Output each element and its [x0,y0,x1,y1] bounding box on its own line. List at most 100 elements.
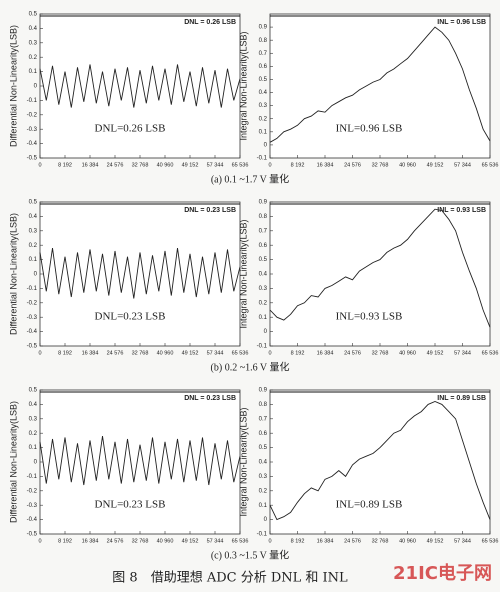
y-tick-label: 0.1 [29,257,38,263]
data-line [269,401,491,521]
y-tick-label: -0.3 [27,503,38,509]
y-tick-label: 0.6 [259,431,268,437]
y-tick-label: 0 [264,142,268,148]
x-tick-label: 16 384 [317,538,334,544]
data-line [39,64,241,108]
y-tick-label: 0.2 [29,243,38,249]
y-tick-label: -0.4 [27,329,38,335]
data-line [39,248,241,299]
x-tick-label: 40 960 [399,538,416,544]
x-tick-label: 32 768 [372,538,389,544]
y-tick-label: 0.9 [259,25,268,31]
y-tick-label: 0.1 [259,503,268,509]
x-tick-label: 8 192 [291,538,305,544]
x-tick-label: 49 152 [182,350,199,356]
y-tick-label: 0 [34,460,38,466]
subcaption: (a) 0.1 ~1.7 V 量化 [211,172,289,185]
y-axis-label: Differential Non-Linearity(LSB) [8,401,18,523]
y-tick-label: 0 [264,329,268,335]
x-tick-label: 32 768 [132,538,149,544]
x-tick-label: 65 536 [232,162,249,168]
y-axis-label: Integral Non-Linearity(LSB) [238,407,248,516]
y-tick-label: 0.4 [29,402,38,408]
y-tick-label: 0.5 [259,257,268,263]
x-tick-label: 40 960 [157,162,174,168]
y-tick-label: 0.8 [259,214,268,220]
x-tick-label: 16 384 [317,162,334,168]
data-line [269,26,491,143]
x-tick-label: 65 536 [232,350,249,356]
y-tick-label: 0.4 [259,460,268,466]
y-tick-label: -0.1 [27,98,38,104]
y-tick-label: -0.1 [27,286,38,292]
y-tick-label: 0.2 [259,116,268,122]
x-tick-label: 24 576 [344,162,361,168]
x-tick-label: 16 384 [82,350,99,356]
figure-caption: 图 8 借助理想 ADC 分析 DNL 和 INL [112,570,348,586]
y-tick-label: 0.2 [29,431,38,437]
x-tick-label: 57 344 [454,350,471,356]
y-axis-label: Integral Non-Linearity(LSB) [238,31,248,140]
y-tick-label: 0.4 [259,272,268,278]
y-tick-label: 0 [264,517,268,523]
y-tick-label: -0.4 [27,141,38,147]
x-tick-label: 8 192 [291,162,305,168]
x-tick-label: 24 576 [107,350,124,356]
subcaption: (c) 0.3 ~1.5 V 量化 [211,548,289,561]
x-tick-label: 32 768 [132,162,149,168]
x-tick-label: 65 536 [482,350,499,356]
y-tick-label: 0.2 [29,55,38,61]
x-tick-label: 40 960 [157,538,174,544]
y-tick-label: -0.2 [27,112,38,118]
x-tick-label: 16 384 [82,162,99,168]
y-tick-label: 0.2 [259,488,268,494]
plot-area [39,13,241,159]
x-tick-label: 40 960 [157,350,174,356]
annotation: INL = 0.96 LSB [437,19,486,26]
y-tick-label: -0.5 [27,156,38,162]
y-axis-label: Integral Non-Linearity(LSB) [238,219,248,328]
x-tick-label: 49 152 [182,162,199,168]
y-tick-label: 0.9 [259,200,268,206]
x-tick-label: 49 152 [427,538,444,544]
y-tick-label: 0.6 [259,64,268,70]
y-tick-label: 0.1 [259,129,268,135]
x-tick-label: 57 344 [207,162,224,168]
y-tick-label: 0.5 [29,12,38,18]
x-tick-label: 40 960 [399,162,416,168]
x-tick-label: 16 384 [317,350,334,356]
note: INL=0.93 LSB [336,311,403,323]
x-tick-label: 0 [38,162,41,168]
x-tick-label: 65 536 [232,538,249,544]
x-tick-label: 0 [268,162,271,168]
y-tick-label: 0 [34,84,38,90]
y-tick-label: -0.1 [257,156,268,162]
y-tick-label: -0.2 [27,488,38,494]
y-axis-label: Differential Non-Linearity(LSB) [8,213,18,335]
plot-area [269,201,491,347]
x-tick-label: 24 576 [107,162,124,168]
y-tick-label: -0.5 [27,344,38,350]
y-tick-label: 0.4 [29,26,38,32]
note: INL=0.89 LSB [336,499,403,511]
x-tick-label: 0 [38,350,41,356]
x-tick-label: 65 536 [482,162,499,168]
y-tick-label: 0.9 [259,388,268,394]
x-tick-label: 57 344 [207,538,224,544]
y-tick-label: 0.3 [29,416,38,422]
annotation: INL = 0.89 LSB [437,395,486,402]
y-tick-label: 0.3 [29,228,38,234]
y-tick-label: -0.2 [27,300,38,306]
x-tick-label: 49 152 [427,350,444,356]
x-tick-label: 49 152 [182,538,199,544]
x-tick-label: 32 768 [372,162,389,168]
x-tick-label: 8 192 [58,350,72,356]
y-tick-label: 0.8 [259,38,268,44]
y-axis-label: Differential Non-Linearity(LSB) [8,25,18,147]
y-tick-label: 0.7 [259,416,268,422]
y-tick-label: 0 [34,272,38,278]
x-tick-label: 57 344 [207,350,224,356]
subcaption: (b) 0.2 ~1.6 V 量化 [211,360,290,373]
y-tick-label: -0.3 [27,127,38,133]
